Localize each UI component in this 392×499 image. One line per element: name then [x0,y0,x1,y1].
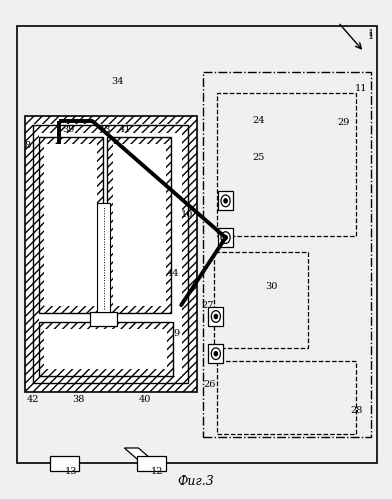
Text: 28: 28 [350,406,363,415]
Text: 30: 30 [266,282,278,291]
Text: 38: 38 [72,395,85,404]
Bar [17,26,377,463]
Bar [25,116,197,392]
Bar [107,137,171,313]
Circle shape [224,199,227,203]
Text: 27: 27 [201,300,214,309]
Bar [39,322,173,376]
Text: 12: 12 [151,467,163,477]
Text: 10: 10 [181,210,194,219]
Bar [217,361,356,434]
Circle shape [224,236,227,240]
Polygon shape [124,448,156,463]
Bar [214,252,308,348]
Bar [39,133,182,376]
Text: 24: 24 [252,116,265,125]
Text: Фиг.3: Фиг.3 [178,475,214,488]
Circle shape [214,314,218,318]
Bar [218,228,233,247]
Bar [33,125,188,383]
Text: 44: 44 [167,269,180,278]
Bar [44,144,97,305]
Bar [44,329,167,369]
Bar [90,312,117,326]
Circle shape [214,352,218,356]
Bar [39,137,103,313]
Text: 1: 1 [368,29,374,38]
Text: 43: 43 [98,125,111,134]
Bar [33,124,189,383]
Text: 39: 39 [62,125,74,134]
Text: 1: 1 [368,31,374,40]
Text: 9: 9 [174,329,180,338]
Bar [209,344,223,363]
Text: 41: 41 [119,125,131,134]
Bar [137,457,166,472]
Text: 40: 40 [139,395,152,404]
Text: 42: 42 [27,395,40,404]
Bar [218,192,233,210]
Text: 8: 8 [25,141,31,150]
Text: 29: 29 [337,118,349,127]
Bar [113,144,166,305]
Text: 25: 25 [252,153,265,162]
Bar [203,72,371,437]
Bar [209,307,223,326]
Text: 13: 13 [64,467,77,477]
Text: 34: 34 [111,77,123,86]
Bar [51,457,79,472]
Text: 26: 26 [203,380,216,389]
Bar [97,203,111,312]
Bar [217,93,356,236]
Text: 11: 11 [355,84,368,93]
